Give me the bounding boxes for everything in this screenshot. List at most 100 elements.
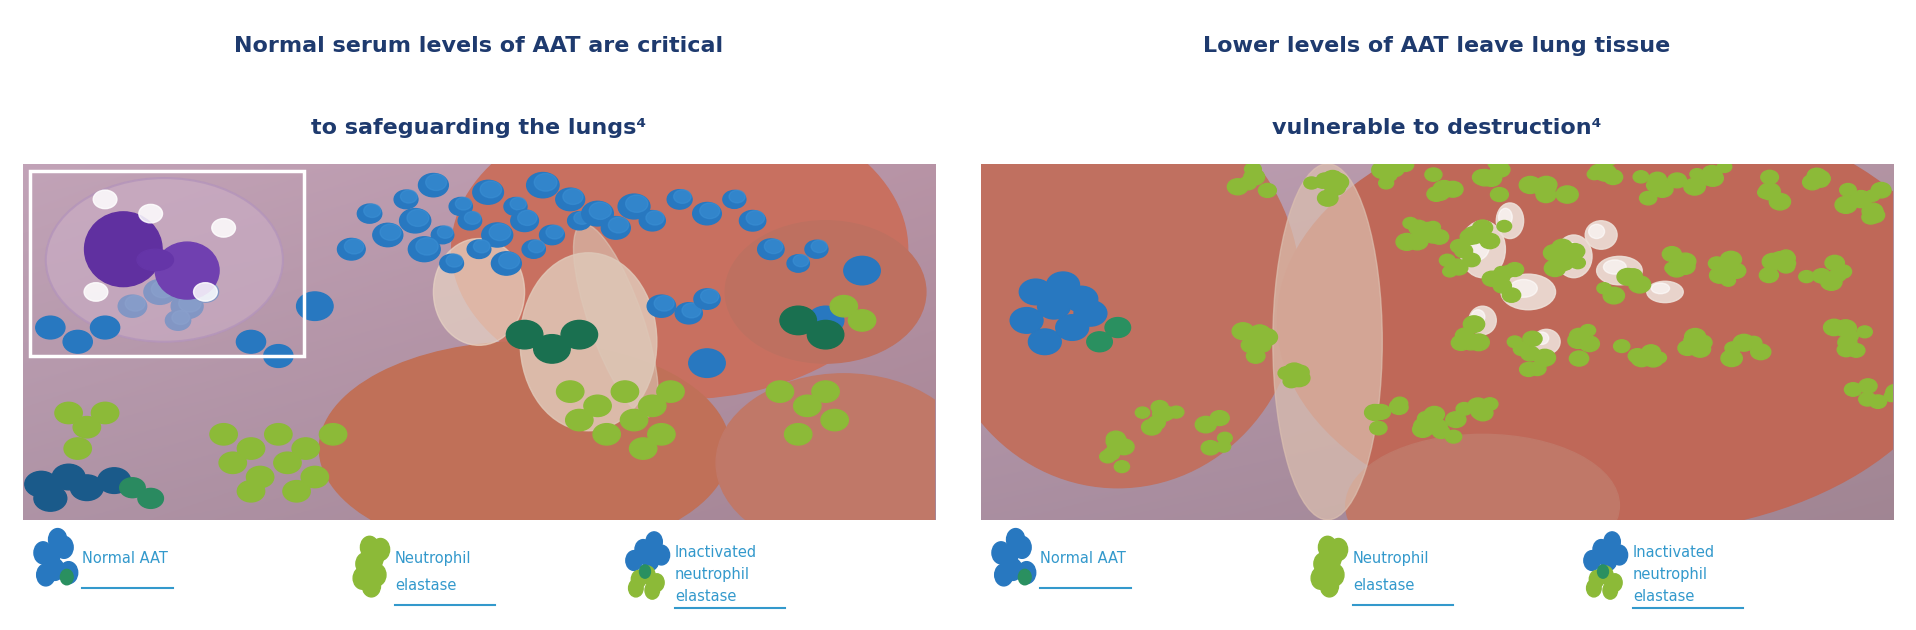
Circle shape: [1824, 319, 1845, 336]
Circle shape: [1000, 547, 1017, 570]
Circle shape: [236, 330, 266, 353]
Circle shape: [71, 475, 103, 500]
Circle shape: [446, 195, 475, 218]
Circle shape: [1288, 369, 1311, 387]
Circle shape: [1839, 336, 1855, 348]
Circle shape: [1535, 349, 1556, 366]
Circle shape: [36, 564, 56, 586]
Ellipse shape: [138, 249, 174, 271]
Circle shape: [1604, 581, 1617, 599]
Circle shape: [1322, 171, 1343, 186]
Circle shape: [1429, 230, 1448, 244]
Circle shape: [676, 303, 701, 324]
Circle shape: [63, 330, 92, 353]
Circle shape: [1862, 203, 1883, 219]
Circle shape: [648, 295, 676, 318]
Circle shape: [1491, 269, 1510, 284]
Circle shape: [264, 423, 291, 445]
Circle shape: [1663, 246, 1682, 261]
Circle shape: [1586, 169, 1602, 180]
Circle shape: [592, 203, 609, 218]
Circle shape: [1763, 253, 1784, 270]
Circle shape: [1866, 208, 1885, 223]
Circle shape: [452, 195, 473, 212]
Circle shape: [94, 190, 117, 209]
Circle shape: [1148, 416, 1165, 430]
Circle shape: [1859, 379, 1878, 393]
Circle shape: [1418, 411, 1435, 425]
Circle shape: [356, 553, 374, 575]
Circle shape: [1447, 412, 1466, 428]
Circle shape: [362, 575, 381, 597]
Circle shape: [1240, 176, 1257, 190]
Circle shape: [1514, 342, 1531, 356]
Circle shape: [1569, 328, 1588, 343]
Circle shape: [52, 464, 84, 490]
Circle shape: [1872, 183, 1891, 198]
Circle shape: [1316, 173, 1334, 186]
Circle shape: [1427, 419, 1447, 435]
Circle shape: [1029, 329, 1061, 355]
Circle shape: [1652, 180, 1667, 192]
Circle shape: [508, 195, 529, 212]
Circle shape: [1489, 155, 1506, 169]
Circle shape: [510, 209, 540, 232]
Circle shape: [1778, 251, 1795, 265]
Text: neutrophil: neutrophil: [674, 568, 749, 582]
Circle shape: [1847, 343, 1864, 357]
Circle shape: [1381, 169, 1397, 181]
Circle shape: [1502, 288, 1521, 302]
Circle shape: [546, 226, 563, 239]
Circle shape: [36, 316, 65, 339]
Circle shape: [362, 202, 383, 219]
Circle shape: [1450, 239, 1468, 253]
Circle shape: [1625, 269, 1642, 283]
Circle shape: [1809, 172, 1828, 187]
Circle shape: [1745, 336, 1763, 349]
Circle shape: [264, 345, 293, 367]
Circle shape: [1326, 564, 1343, 586]
Circle shape: [1019, 570, 1031, 585]
Circle shape: [1820, 273, 1841, 290]
Circle shape: [1694, 335, 1713, 350]
Circle shape: [1836, 320, 1857, 337]
Circle shape: [1278, 367, 1295, 380]
Circle shape: [1389, 399, 1406, 413]
Circle shape: [1454, 244, 1473, 258]
Circle shape: [368, 564, 385, 586]
Circle shape: [812, 381, 839, 403]
Circle shape: [1408, 220, 1427, 236]
Circle shape: [1494, 266, 1508, 278]
Circle shape: [1245, 163, 1261, 176]
Circle shape: [1724, 342, 1742, 354]
Circle shape: [1652, 352, 1667, 364]
Circle shape: [1305, 177, 1320, 189]
Circle shape: [1324, 179, 1345, 195]
Circle shape: [1100, 450, 1115, 463]
Circle shape: [1571, 257, 1585, 268]
Ellipse shape: [1498, 209, 1512, 226]
Circle shape: [1770, 251, 1790, 266]
Circle shape: [1721, 275, 1736, 286]
Circle shape: [34, 486, 67, 511]
Circle shape: [1581, 324, 1596, 336]
Circle shape: [1006, 529, 1025, 551]
Text: elastase: elastase: [674, 590, 736, 604]
Circle shape: [571, 210, 592, 226]
Circle shape: [500, 253, 517, 268]
Circle shape: [803, 238, 832, 260]
Circle shape: [1443, 266, 1456, 277]
Circle shape: [584, 395, 611, 416]
Circle shape: [992, 542, 1010, 564]
Text: Neutrophil: Neutrophil: [395, 551, 471, 566]
Circle shape: [1038, 294, 1071, 319]
Circle shape: [34, 542, 52, 564]
Circle shape: [1242, 338, 1261, 353]
Circle shape: [1456, 403, 1471, 415]
Circle shape: [1211, 411, 1230, 425]
Circle shape: [1715, 266, 1734, 282]
Circle shape: [1554, 255, 1573, 270]
Text: Neutrophil: Neutrophil: [1353, 551, 1429, 566]
Circle shape: [1406, 233, 1427, 250]
Circle shape: [479, 180, 502, 198]
